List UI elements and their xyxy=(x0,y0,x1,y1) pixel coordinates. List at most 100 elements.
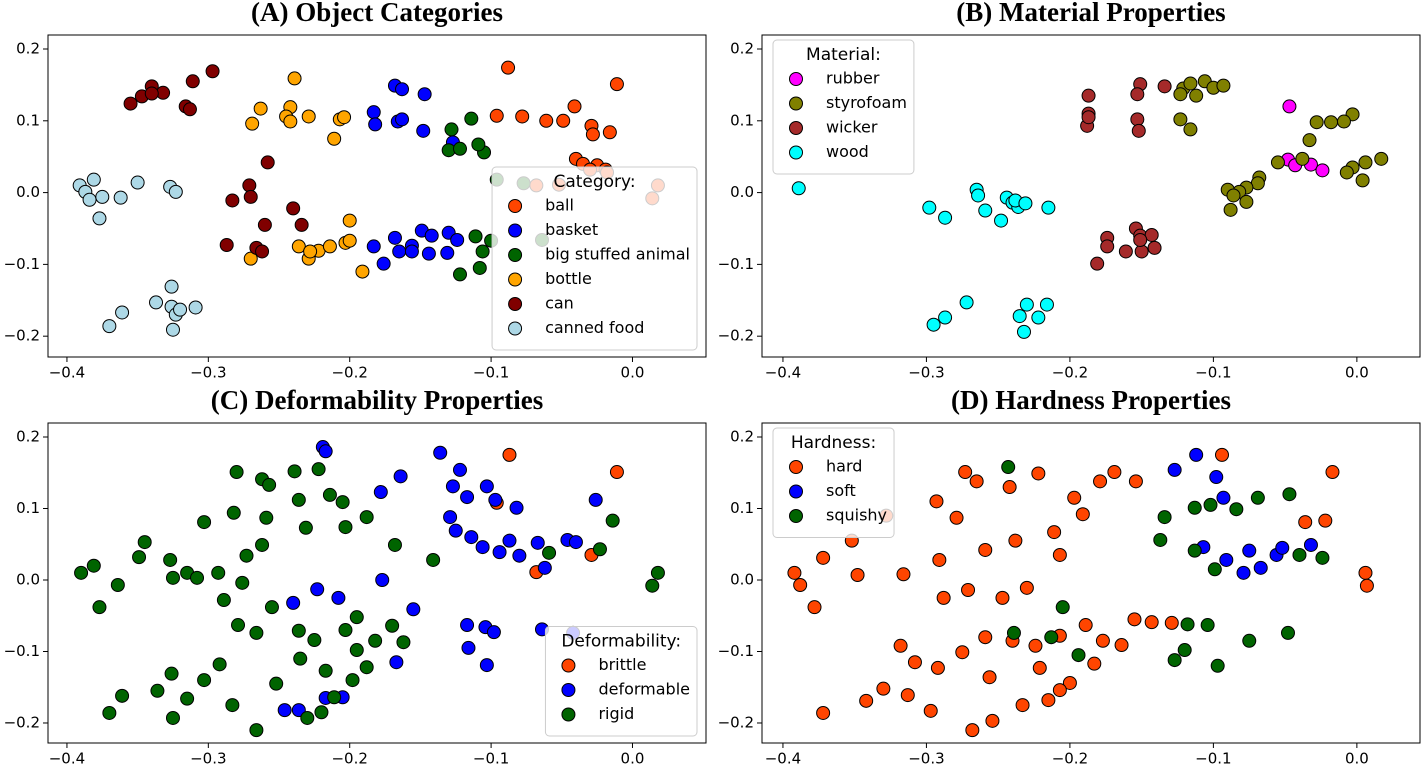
x-tick-label: −0.1 xyxy=(473,750,509,768)
point xyxy=(180,691,195,706)
point xyxy=(850,567,865,582)
point xyxy=(406,602,421,617)
point xyxy=(475,244,490,259)
point xyxy=(286,595,301,610)
point xyxy=(464,111,479,126)
point xyxy=(961,583,976,598)
point xyxy=(1052,683,1067,698)
point xyxy=(318,444,333,459)
point xyxy=(225,698,240,713)
point xyxy=(1147,240,1162,255)
point xyxy=(433,445,448,460)
point xyxy=(1358,155,1373,170)
point xyxy=(502,533,517,548)
point xyxy=(190,570,205,585)
point xyxy=(393,469,408,484)
point xyxy=(164,666,179,681)
x-tick-label: −0.3 xyxy=(190,750,226,768)
point xyxy=(512,548,527,563)
y-tick-label: −0.2 xyxy=(718,327,754,345)
point xyxy=(300,710,315,725)
panel-title: (B) Material Properties xyxy=(956,0,1225,27)
point xyxy=(793,578,808,593)
point xyxy=(269,676,284,691)
y-tick-label: 0.0 xyxy=(16,183,40,201)
legend-label: rubber xyxy=(826,69,880,88)
point xyxy=(182,102,197,117)
point xyxy=(602,125,617,140)
point xyxy=(816,550,831,565)
point xyxy=(235,575,250,590)
y-tick-label: −0.2 xyxy=(4,327,40,345)
point xyxy=(229,465,244,480)
point xyxy=(1358,565,1373,580)
point xyxy=(130,175,145,190)
point xyxy=(231,618,246,633)
point xyxy=(1318,513,1333,528)
point xyxy=(102,705,117,720)
point xyxy=(293,651,308,666)
legend: Material: rubber styrofoam wicker wood xyxy=(772,39,915,175)
x-tick-label: −0.4 xyxy=(49,750,85,768)
point xyxy=(301,109,316,124)
point xyxy=(416,123,431,138)
point xyxy=(1157,79,1172,94)
point xyxy=(335,495,350,510)
legend-marker xyxy=(789,484,803,499)
point xyxy=(243,251,258,266)
point xyxy=(530,535,545,550)
point xyxy=(1253,560,1268,575)
x-tick-label: −0.4 xyxy=(765,750,801,768)
legend: Deformability: brittle deformable rigid xyxy=(544,626,698,737)
point xyxy=(1052,547,1067,562)
y-tick-label: 0.1 xyxy=(730,111,754,129)
point xyxy=(1164,615,1179,630)
point xyxy=(205,64,220,79)
panel: (C) Deformability Properties −0.4 −0.3 −0.2… xyxy=(4,385,707,768)
point xyxy=(501,60,516,75)
legend-label: soft xyxy=(826,481,856,500)
point xyxy=(1324,115,1339,130)
point xyxy=(86,172,101,187)
point xyxy=(955,645,970,660)
point xyxy=(149,295,164,310)
panel: (A) Object Categories −0.4 −0.3 −0.2 −0.1 0.0… xyxy=(4,0,707,382)
point xyxy=(396,635,411,650)
point xyxy=(249,723,264,738)
point xyxy=(307,633,322,648)
point xyxy=(475,540,490,555)
legend-marker xyxy=(789,509,803,523)
y-tick-label: 0.0 xyxy=(16,570,40,588)
point xyxy=(375,572,390,587)
point xyxy=(1295,151,1310,166)
point xyxy=(1131,123,1146,138)
legend-marker xyxy=(508,321,523,336)
point xyxy=(1355,173,1370,188)
point xyxy=(345,673,360,688)
point xyxy=(1134,244,1149,259)
point xyxy=(609,465,624,480)
point xyxy=(936,590,951,605)
point xyxy=(1055,600,1070,615)
legend-marker xyxy=(508,272,523,287)
point xyxy=(163,552,178,567)
point xyxy=(609,77,624,92)
point xyxy=(926,317,941,332)
point xyxy=(1067,490,1082,505)
legend-label: squishy xyxy=(826,506,887,525)
point xyxy=(164,279,179,294)
point xyxy=(452,462,467,477)
point xyxy=(1081,110,1096,125)
point xyxy=(1173,112,1188,127)
point xyxy=(1039,297,1054,312)
point xyxy=(489,108,504,123)
legend-box xyxy=(544,626,698,737)
point xyxy=(448,523,463,538)
legend-marker xyxy=(789,121,803,135)
point xyxy=(291,623,306,638)
point xyxy=(349,643,364,658)
point xyxy=(298,520,313,535)
legend-label: big stuffed animal xyxy=(545,245,690,264)
point xyxy=(1018,196,1033,211)
point xyxy=(1177,643,1192,658)
